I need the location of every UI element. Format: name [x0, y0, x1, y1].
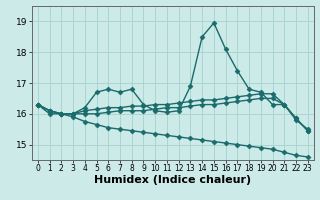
X-axis label: Humidex (Indice chaleur): Humidex (Indice chaleur)	[94, 175, 252, 185]
